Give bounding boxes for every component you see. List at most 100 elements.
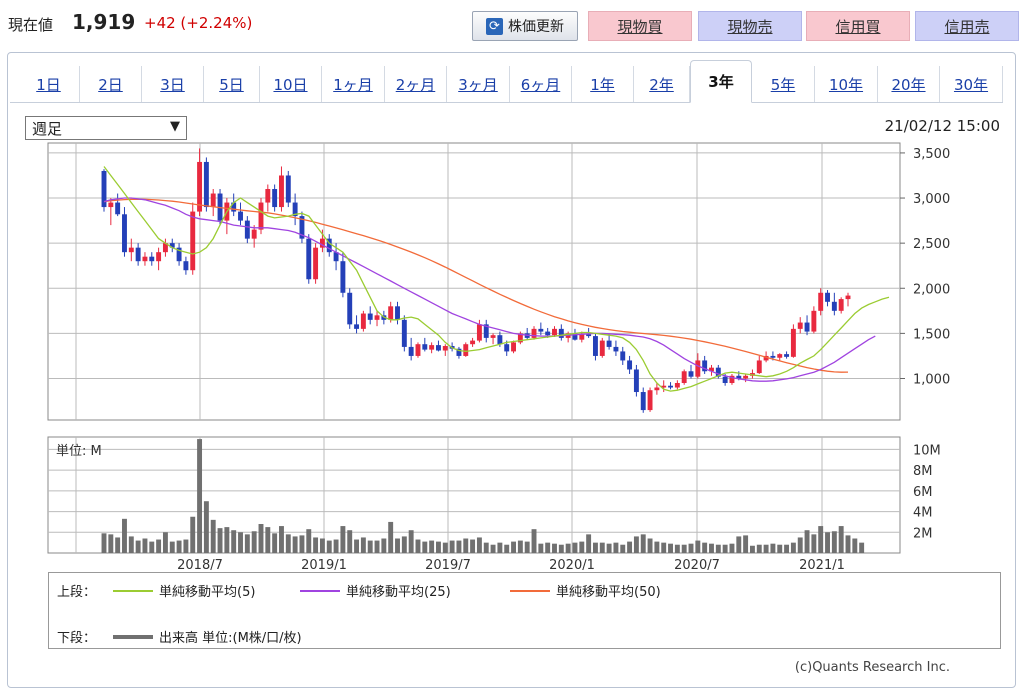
volume-bar xyxy=(326,540,332,553)
candle-body xyxy=(272,189,278,208)
candle-body xyxy=(422,344,428,350)
refresh-label: 株価更新 xyxy=(508,19,564,35)
tab-8[interactable]: 6ヶ月 xyxy=(510,66,572,102)
candle-body xyxy=(511,342,516,352)
volume-bar xyxy=(279,526,284,553)
tab-12[interactable]: 5年 xyxy=(752,66,815,102)
volume-bar xyxy=(429,540,435,553)
volume-bar xyxy=(251,531,257,553)
tab-14[interactable]: 20年 xyxy=(878,66,940,102)
volume-bar xyxy=(565,543,571,553)
tab-9[interactable]: 1年 xyxy=(572,66,634,102)
candle-body xyxy=(395,306,400,320)
volume-bar xyxy=(258,524,264,553)
candle-body xyxy=(654,387,660,391)
candle-body xyxy=(210,193,216,208)
margin-buy-button[interactable]: 信用買 xyxy=(806,11,910,41)
candle-body xyxy=(756,360,762,374)
volume-bar xyxy=(415,539,421,553)
refresh-price-button[interactable]: ⟳ 株価更新 xyxy=(472,11,578,41)
cash-sell-button[interactable]: 現物売 xyxy=(698,11,802,41)
candle-body xyxy=(265,189,271,203)
volume-bar xyxy=(777,544,783,553)
tab-0[interactable]: 1日 xyxy=(18,66,80,102)
volume-bar xyxy=(122,518,127,553)
volume-tick-label: 4M xyxy=(913,506,933,521)
candle-body xyxy=(354,324,360,329)
legend-ma50: 単純移動平均(50) xyxy=(556,585,661,600)
volume-bar xyxy=(203,501,209,553)
volume-bar xyxy=(743,535,749,553)
tab-13[interactable]: 10年 xyxy=(815,66,878,102)
legend-ma50-swatch xyxy=(510,589,550,592)
volume-bar xyxy=(538,543,544,553)
candle-body xyxy=(149,256,155,262)
candle-body xyxy=(367,313,373,320)
tab-10[interactable]: 2年 xyxy=(634,66,690,102)
candle-body xyxy=(244,220,250,239)
candle-body xyxy=(388,306,394,320)
candle-body xyxy=(231,202,237,212)
volume-bar xyxy=(722,544,728,553)
candle-body xyxy=(770,355,776,358)
volume-bar xyxy=(463,538,469,553)
volume-bar xyxy=(811,534,817,553)
tab-5[interactable]: 1ヶ月 xyxy=(322,66,385,102)
candle-body xyxy=(285,175,291,203)
candle-body xyxy=(142,256,148,262)
margin-sell-button[interactable]: 信用売 xyxy=(915,11,1019,41)
volume-bar xyxy=(347,530,353,553)
candle-body xyxy=(442,346,448,351)
volume-bar xyxy=(613,542,619,553)
volume-bar xyxy=(511,541,516,553)
candle-body xyxy=(203,161,209,208)
candle-period-select[interactable]: 週足 ▼ xyxy=(25,116,187,140)
legend-ma5-swatch xyxy=(113,589,153,592)
volume-bar xyxy=(647,538,653,553)
volume-bar xyxy=(340,526,346,553)
volume-bar xyxy=(729,543,735,553)
volume-bar xyxy=(149,541,155,553)
volume-bar xyxy=(156,539,162,553)
candle-body xyxy=(592,336,598,356)
tab-15[interactable]: 30年 xyxy=(940,66,1003,102)
price-tick-label: 3,000 xyxy=(913,192,950,207)
copyright: (c)Quants Research Inc. xyxy=(794,660,950,675)
candle-body xyxy=(688,371,694,377)
tab-4[interactable]: 10日 xyxy=(260,66,322,102)
candle-body xyxy=(736,375,742,379)
volume-bar xyxy=(709,543,714,553)
volume-bar xyxy=(490,544,496,553)
volume-bar xyxy=(135,540,141,553)
cash-buy-button[interactable]: 現物買 xyxy=(588,11,692,41)
volume-bar xyxy=(770,543,776,553)
ma50-line xyxy=(103,198,849,373)
candle-body xyxy=(436,345,441,351)
candle-body xyxy=(326,238,332,253)
volume-bar xyxy=(859,542,865,553)
tab-7[interactable]: 3ヶ月 xyxy=(447,66,510,102)
volume-bar xyxy=(381,538,387,553)
volume-bar xyxy=(388,521,394,553)
legend-lower-label: 下段： xyxy=(57,631,97,646)
volume-bar xyxy=(476,537,482,553)
price-tick-label: 1,500 xyxy=(913,327,950,342)
candle-body xyxy=(702,360,708,372)
candle-body xyxy=(429,345,435,350)
tab-3[interactable]: 5日 xyxy=(204,66,260,102)
volume-bar xyxy=(606,543,612,553)
candle-body xyxy=(374,315,380,320)
candle-body xyxy=(845,295,851,300)
volume-bar xyxy=(483,542,489,553)
x-axis-label: 2021/1 xyxy=(799,558,845,573)
volume-bar xyxy=(790,542,796,553)
candle-body xyxy=(681,371,687,384)
tab-6[interactable]: 2ヶ月 xyxy=(385,66,447,102)
volume-bar xyxy=(695,540,701,553)
tab-11[interactable]: 3年 xyxy=(690,60,752,103)
candle-body xyxy=(558,328,564,338)
volume-bar xyxy=(572,542,578,553)
tab-1[interactable]: 2日 xyxy=(80,66,142,102)
volume-bar xyxy=(592,542,598,553)
tab-2[interactable]: 3日 xyxy=(142,66,204,102)
